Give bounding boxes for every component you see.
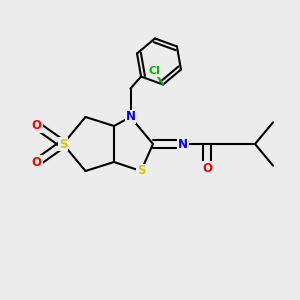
Text: O: O — [32, 156, 42, 169]
Text: N: N — [125, 110, 136, 124]
Text: S: S — [59, 137, 67, 151]
Text: N: N — [178, 137, 188, 151]
Text: Cl: Cl — [148, 66, 160, 76]
Text: O: O — [202, 162, 212, 175]
Text: S: S — [137, 164, 145, 178]
Text: O: O — [32, 119, 42, 132]
